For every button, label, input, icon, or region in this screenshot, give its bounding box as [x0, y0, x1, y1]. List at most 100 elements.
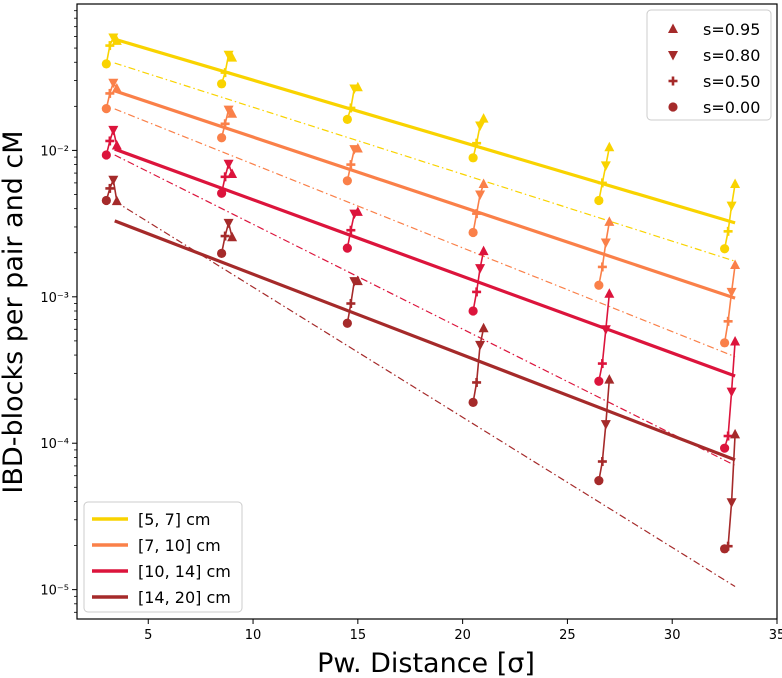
series-2-group-4-connector — [472, 183, 485, 233]
series-2-point-6-plus — [723, 316, 733, 326]
series-2-point-2-triangle-up — [227, 108, 238, 118]
series-1-point-1-triangle-up — [111, 35, 122, 45]
series-3-point-6-triangle-down — [726, 387, 737, 398]
marker-legend-label: s=0.95 — [703, 20, 760, 39]
series-4-point-5-triangle-up — [604, 374, 615, 384]
series-3-point-4-triangle-down — [475, 264, 486, 274]
series-4-point-1-plus — [105, 183, 115, 193]
series-2-point-3-circle — [342, 176, 352, 186]
series-1-point-4-plus — [472, 138, 482, 148]
series-1-point-2-triangle-down — [223, 50, 234, 61]
series-2-point-5-triangle-down — [600, 238, 611, 248]
series-4-point-5-circle — [594, 476, 604, 486]
series-4-group-5-connector — [598, 379, 611, 481]
bin-legend-label: [7, 10] cm — [138, 536, 221, 555]
series-3-point-3-plus — [346, 225, 356, 235]
series-4-point-5-triangle-down — [600, 420, 611, 430]
series-2-group-6-connector — [723, 264, 736, 343]
series-2-point-1-triangle-up — [111, 82, 122, 93]
series-2-point-2-circle — [217, 133, 227, 143]
series-2-point-4-triangle-down — [475, 190, 486, 200]
series-4-point-6-triangle-down — [726, 498, 737, 508]
series-3-point-4-triangle-up — [478, 245, 489, 256]
series-4-point-1-circle — [101, 195, 111, 206]
series-2-point-3-triangle-up — [352, 143, 363, 153]
marker-legend-symbol-triangle-down — [668, 51, 678, 61]
series-1-point-4-circle — [468, 153, 478, 163]
series-3-point-5-triangle-down — [600, 325, 611, 335]
series-3-point-5-triangle-up — [604, 288, 615, 298]
x-axis-label: Pw. Distance [σ] — [317, 648, 535, 678]
series-4-point-3-triangle-up — [352, 275, 363, 286]
series-4-group-3-connector — [346, 280, 358, 324]
series-3-point-6-triangle-up — [730, 336, 741, 346]
series-3-point-5-plus — [597, 359, 607, 369]
series-2 — [101, 78, 741, 358]
series-3-point-1-triangle-up — [111, 140, 122, 150]
x-tick-label: 20 — [454, 628, 471, 643]
series-4-group-2-connector — [220, 222, 233, 254]
series-4-point-4-triangle-down — [475, 340, 486, 351]
series-1-point-5-circle — [594, 195, 604, 206]
marker-legend-label: s=0.80 — [703, 46, 760, 65]
series-4-group-4-connector — [472, 328, 485, 403]
series-4 — [101, 175, 741, 588]
series-3-group-2-connector — [220, 161, 233, 194]
series-3-point-4-plus — [472, 287, 482, 297]
series-4-fit-line — [114, 219, 736, 462]
series-1-point-1-triangle-down — [108, 33, 119, 44]
plot-area — [101, 33, 741, 588]
series-2-point-1-plus — [105, 88, 115, 98]
series-1-point-2-plus — [220, 68, 230, 78]
y-tick-label: 10⁻² — [40, 144, 69, 159]
series-1-point-6-circle — [720, 244, 730, 254]
series-1-group-3-connector — [346, 86, 359, 120]
x-tick-label: 5 — [144, 628, 152, 643]
marker-legend-box — [646, 9, 772, 121]
series-3-point-1-plus — [105, 136, 115, 146]
series-3-point-5-circle — [594, 376, 604, 386]
series-2-point-5-plus — [597, 262, 607, 272]
x-tick-label: 15 — [350, 628, 367, 643]
x-tick-label: 30 — [664, 628, 681, 643]
series-3-point-3-circle — [342, 243, 352, 253]
series-3-point-4-circle — [468, 306, 478, 316]
series-1-point-4-triangle-up — [478, 113, 489, 123]
series-4-point-2-plus — [220, 231, 230, 241]
series-1-point-3-circle — [342, 114, 352, 124]
series-2-point-6-triangle-down — [726, 287, 737, 298]
series-2-fit-line — [114, 89, 736, 300]
axes: 5 10 15 20 25 30 35 10⁻⁵ 10⁻⁴ 10⁻³ 10⁻² — [40, 3, 782, 643]
series-2-point-6-circle — [720, 338, 730, 348]
y-tick-label: 10⁻⁴ — [40, 437, 69, 452]
series-1-point-2-triangle-up — [227, 52, 238, 62]
series-3-point-2-triangle-down — [223, 159, 234, 170]
series-2-point-6-triangle-up — [730, 259, 741, 269]
series-1-point-1-circle — [101, 59, 111, 69]
series-1-point-6-plus — [723, 226, 733, 236]
bin-legend-label: [14, 20] cm — [138, 588, 231, 607]
series-4-point-2-circle — [217, 248, 227, 258]
series-3-point-1-triangle-down — [108, 125, 119, 136]
bin-legend: [5, 7] cm [7, 10] cm [10, 14] cm [14, 20] c… — [83, 501, 243, 613]
series-3-group-5-connector — [598, 293, 611, 382]
x-tick-label: 10 — [245, 628, 262, 643]
series-4-point-5-plus — [597, 457, 607, 467]
series-1-point-5-triangle-down — [600, 161, 611, 171]
series-2-group-1-connector — [105, 80, 118, 109]
series-3-point-2-triangle-up — [227, 168, 238, 178]
series-1-point-5-triangle-up — [604, 141, 615, 152]
marker-legend-label: s=0.00 — [703, 98, 760, 117]
series-1-fit-line — [114, 37, 736, 225]
series-2-point-5-circle — [594, 280, 604, 290]
series-1-point-4-triangle-down — [475, 121, 486, 131]
series-2-point-2-triangle-down — [223, 105, 234, 116]
bin-legend-label: [10, 14] cm — [138, 562, 231, 581]
series-4-point-4-triangle-up — [478, 322, 489, 333]
x-tick-label: 25 — [559, 628, 576, 643]
series-4-point-3-circle — [342, 318, 352, 328]
series-4-point-6-triangle-up — [730, 428, 741, 439]
series-1-point-5-plus — [597, 178, 607, 188]
y-tick-label: 10⁻⁵ — [40, 584, 69, 599]
